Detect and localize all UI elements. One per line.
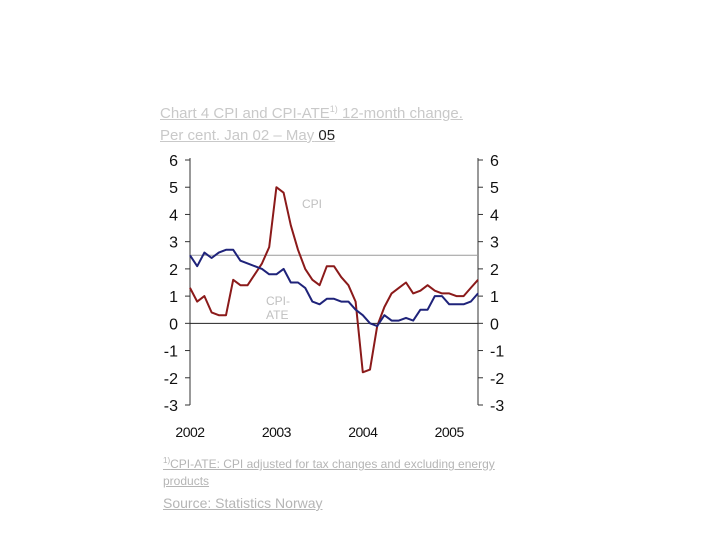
y-tick-label-right: 0 xyxy=(490,316,499,333)
x-tick-label: 2005 xyxy=(435,424,465,440)
y-tick-label-left: 4 xyxy=(169,207,178,224)
series-label-cpi-ate: CPI-ATE xyxy=(266,294,290,322)
series-line-cpi-ate xyxy=(189,248,479,328)
title-year: 05 xyxy=(314,127,336,144)
y-tick-label-left: 6 xyxy=(169,153,178,170)
y-tick-label-left: 0 xyxy=(169,316,178,333)
y-tick-label-left: -3 xyxy=(164,398,178,415)
y-tick-label-right: -2 xyxy=(490,371,504,388)
y-tick-label-left: 2 xyxy=(169,262,178,279)
footnote: 1)CPI-ATE: CPI adjusted for tax changes … xyxy=(163,452,523,490)
x-tick-label: 2004 xyxy=(348,424,378,440)
y-tick-label-left: -2 xyxy=(164,371,178,388)
series-label-cpi: CPI xyxy=(302,197,322,211)
title-text-continued: 12-month change. Per cent. Jan 02 – May xyxy=(160,105,463,144)
footnote-marker: 1) xyxy=(163,456,171,465)
y-tick-label-right: 2 xyxy=(490,262,499,279)
y-tick-label-left: 1 xyxy=(169,289,178,306)
y-tick-label-right: 3 xyxy=(490,235,499,252)
y-tick-label-right: 4 xyxy=(490,207,499,224)
y-tick-label-right: 5 xyxy=(490,180,499,197)
footnote-text: CPI-ATE: CPI adjusted for tax changes an… xyxy=(163,457,495,488)
title-text: Chart 4 CPI and CPI-ATE xyxy=(160,105,330,122)
x-tick-label: 2002 xyxy=(175,424,205,440)
title-footnote-marker: 1) xyxy=(329,104,338,114)
series-line-cpi xyxy=(189,186,479,374)
x-tick-label: 2003 xyxy=(262,424,292,440)
y-tick-label-right: -3 xyxy=(490,398,504,415)
y-tick-label-left: -1 xyxy=(164,344,178,361)
y-tick-label-left: 3 xyxy=(169,235,178,252)
chart-title: Chart 4 CPI and CPI-ATE1) 12-month chang… xyxy=(160,98,480,147)
y-tick-label-right: 1 xyxy=(490,289,499,306)
y-tick-label-left: 5 xyxy=(169,180,178,197)
y-tick-label-right: 6 xyxy=(490,153,499,170)
y-tick-label-right: -1 xyxy=(490,344,504,361)
source-note: Source: Statistics Norway xyxy=(163,495,323,511)
